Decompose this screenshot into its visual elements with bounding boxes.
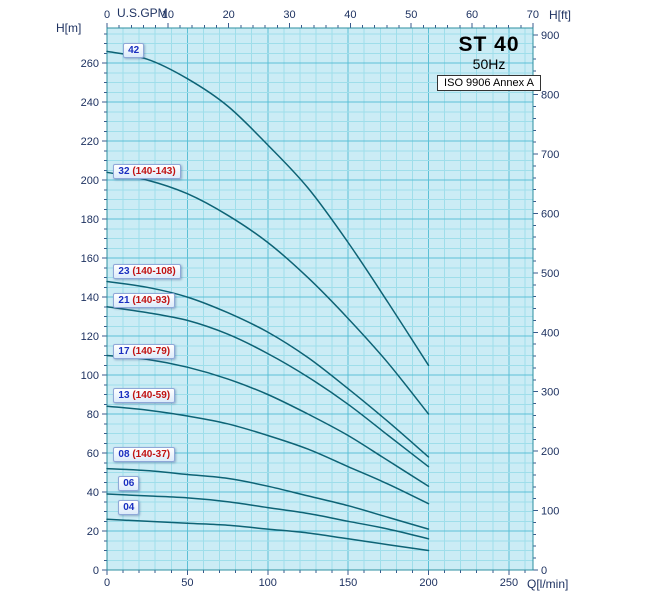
curve-label-23: 23 (140-108) — [113, 263, 181, 279]
curve-label-21: 21 (140-93) — [113, 292, 176, 308]
curve-21 — [106, 306, 430, 468]
left-tick-label: 260 — [81, 58, 99, 70]
top-tick-label: 10 — [162, 9, 174, 21]
curve-label-04: 04 — [118, 499, 140, 515]
left-tick-label: 60 — [87, 448, 99, 460]
curve-label-42: 42 — [123, 43, 145, 59]
right-tick-label: 700 — [541, 149, 559, 161]
curve-label-06: 06 — [118, 476, 140, 492]
plot-frame — [106, 27, 534, 571]
bottom-tick-label: 150 — [339, 577, 357, 589]
curve-13 — [106, 405, 430, 505]
left-tick-label: 0 — [93, 565, 99, 577]
plot-background — [107, 28, 533, 570]
top-tick-label: 60 — [466, 9, 478, 21]
bottom-tick-label: 200 — [419, 577, 437, 589]
right-tick-label: 400 — [541, 327, 559, 339]
curve-label-13: 13 (140-59) — [113, 388, 176, 404]
left-tick-label: 160 — [81, 253, 99, 265]
curve-label-17: 17 (140-79) — [113, 343, 176, 359]
left-tick-label: 100 — [81, 370, 99, 382]
bottom-axis-title: Q[l/min] — [527, 577, 569, 591]
curve-08 — [106, 467, 430, 530]
pump-model: ST 40 — [458, 33, 520, 56]
right-tick-label: 200 — [541, 446, 559, 458]
curve-label-32: 32 (140-143) — [113, 164, 181, 180]
title-block: ST 40 50Hz ISO 9906 Annex A — [433, 34, 545, 91]
bottom-tick-label: 50 — [181, 577, 193, 589]
left-tick-label: 80 — [87, 409, 99, 421]
left-tick-label: 20 — [87, 526, 99, 538]
right-tick-label: 900 — [541, 30, 559, 42]
top-tick-label: 50 — [405, 9, 417, 21]
frequency: 50Hz — [472, 56, 506, 72]
top-tick-label: 40 — [344, 9, 356, 21]
left-tick-label: 180 — [81, 214, 99, 226]
right-tick-label: 800 — [541, 90, 559, 102]
top-axis-title: U.S.GPM — [117, 6, 168, 20]
standard-badge: ISO 9906 Annex A — [437, 75, 541, 91]
right-tick-label: 500 — [541, 268, 559, 280]
left-tick-label: 120 — [81, 331, 99, 343]
curve-23 — [106, 280, 430, 458]
left-tick-label: 240 — [81, 97, 99, 109]
bottom-tick-label: 100 — [259, 577, 277, 589]
curve-17 — [106, 354, 430, 487]
curve-32 — [106, 171, 430, 415]
bottom-tick-label: 250 — [500, 577, 518, 589]
curve-42 — [106, 50, 430, 367]
top-tick-label: 70 — [527, 9, 539, 21]
curve-label-08: 08 (140-37) — [113, 446, 176, 462]
right-tick-label: 600 — [541, 208, 559, 220]
bottom-tick-label: 0 — [104, 577, 110, 589]
left-tick-label: 140 — [81, 292, 99, 304]
right-tick-label: 0 — [541, 565, 547, 577]
top-tick-label: 20 — [223, 9, 235, 21]
left-tick-label: 200 — [81, 175, 99, 187]
left-tick-label: 220 — [81, 136, 99, 148]
curve-04 — [106, 518, 430, 552]
left-axis-title: H[m] — [56, 21, 82, 35]
right-axis-title: H[ft] — [549, 8, 572, 22]
right-tick-label: 300 — [541, 387, 559, 399]
curve-06 — [106, 493, 430, 540]
left-tick-label: 40 — [87, 487, 99, 499]
top-tick-label: 30 — [283, 9, 295, 21]
top-tick-label: 0 — [104, 9, 110, 21]
right-tick-label: 100 — [541, 506, 559, 518]
